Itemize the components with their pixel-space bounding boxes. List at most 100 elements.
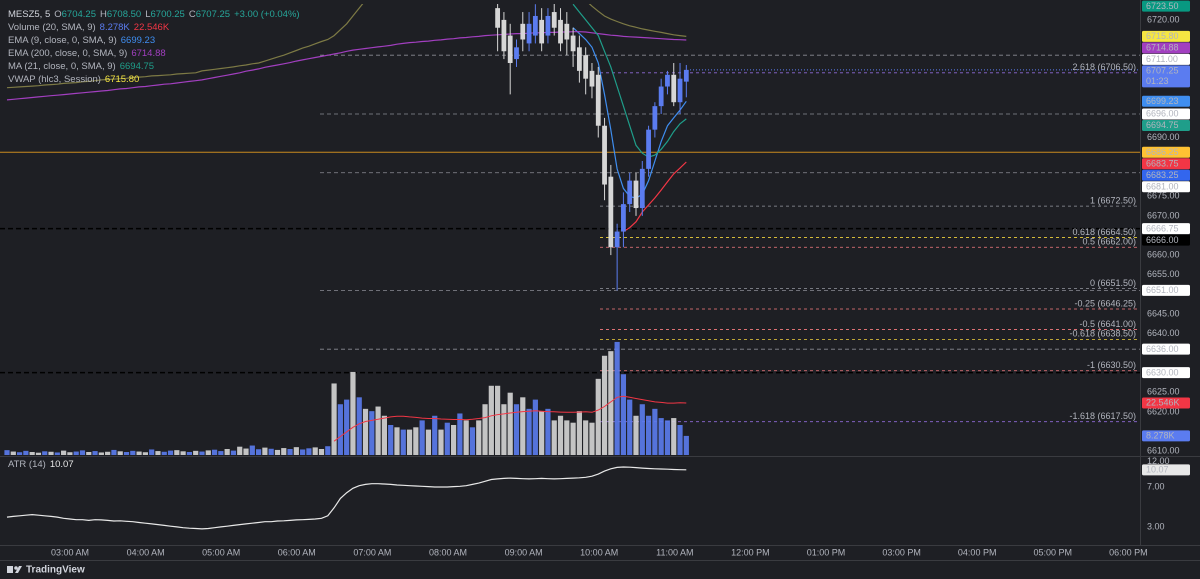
legend-row: EMA (200, close, 0, SMA, 9) 6714.88 (8, 48, 166, 59)
volume-bar (677, 425, 683, 455)
price-axis-label: 6625.00 (1147, 387, 1180, 397)
volume-bar (86, 452, 92, 455)
candle-body (539, 19, 545, 44)
volume-bar (601, 355, 608, 455)
volume-bar (394, 427, 400, 455)
indicator-line (572, 4, 687, 158)
price-tag (1142, 169, 1190, 181)
volume-bar (237, 446, 243, 455)
price-tag-label: 6696.00 (1146, 109, 1179, 119)
volume-bar (79, 450, 86, 455)
volume-bar (167, 450, 174, 455)
candle-body (520, 23, 526, 40)
volume-bar (463, 420, 469, 455)
fib-label: -0.25 (6646.25) (1074, 298, 1136, 308)
price-tag-label: 6681.00 (1146, 181, 1179, 191)
volume-bar (450, 425, 457, 455)
price-tag-label: 10.07 (1146, 465, 1169, 475)
volume-bar (199, 451, 205, 455)
legend-text: 6715.80 (105, 74, 139, 85)
volume-bar (369, 411, 375, 455)
candle-body (602, 125, 607, 185)
volume-bar (507, 392, 513, 455)
price-tag (1142, 0, 1190, 12)
legend-text: 6694.75 (120, 61, 154, 72)
volume-bar (293, 447, 299, 455)
volume-bar (48, 451, 54, 455)
price-tag (1142, 223, 1190, 235)
time-axis-label: 08:00 AM (429, 547, 467, 557)
time-axis-label: 06:00 PM (1109, 547, 1148, 557)
volume-bar (526, 408, 532, 455)
price-tag-label: 6699.23 (1146, 96, 1179, 106)
price-tag (1142, 65, 1190, 88)
volume-bar (652, 408, 658, 455)
volume-bar (444, 422, 450, 455)
volume-bar (658, 418, 664, 455)
candle-body (558, 19, 563, 44)
time-axis-label: 01:00 PM (807, 547, 846, 557)
candle-body (583, 55, 589, 79)
time-axis-label: 03:00 AM (51, 547, 89, 557)
time-axis-label: 12:00 PM (731, 547, 770, 557)
price-tag-label: 6683.75 (1146, 158, 1179, 168)
volume-bar (488, 385, 494, 455)
volume-bar (413, 427, 419, 455)
candle-body (665, 74, 670, 87)
volume-bar (576, 411, 582, 455)
legend-text: 6699.23 (121, 35, 155, 46)
volume-bar (595, 378, 601, 455)
volume-bar (243, 448, 249, 455)
volume-bar (268, 448, 274, 455)
volume-bar (344, 399, 350, 455)
volume-bar (482, 404, 488, 455)
price-axis-label: 6675.00 (1147, 191, 1180, 201)
volume-bar (174, 450, 180, 455)
fib-label: 0.5 (6662.00) (1082, 237, 1136, 247)
legend-row: MA (21, close, 0, SMA, 9) 6694.75 (8, 61, 154, 72)
candle-body (564, 23, 570, 40)
volume-bar (608, 351, 614, 455)
atr-axis-label: 3.00 (1147, 521, 1165, 531)
volume-bar (583, 420, 589, 455)
price-axis-label: 6655.00 (1147, 269, 1180, 279)
candle-body (683, 69, 689, 82)
volume-bar (218, 451, 224, 455)
volume-bar (130, 450, 136, 455)
time-axis-label: 07:00 AM (353, 547, 391, 557)
legend-row: Volume (20, SMA, 9) 8.278K 22.546K (8, 22, 170, 33)
volume-bar (614, 341, 620, 455)
legend-text: 6700.25 (151, 9, 185, 20)
price-tag (1142, 234, 1190, 246)
indicator-line (6, 4, 687, 89)
legend-text: +3.00 (+0.04%) (234, 9, 300, 20)
price-tag (1142, 181, 1190, 193)
candle-body (614, 231, 620, 248)
price-axis-label: 6645.00 (1147, 308, 1180, 318)
volume-bar (98, 452, 104, 455)
candle-body (671, 74, 677, 103)
countdown: 01:23 (1146, 76, 1169, 86)
volume-bar (513, 404, 520, 455)
legend-text: MESZ5, 5 (8, 9, 50, 20)
price-tag-label: 6630.00 (1146, 367, 1179, 377)
price-axis-label: 6620.00 (1147, 406, 1180, 416)
legend-row: ATR (14) 10.07 (8, 459, 74, 470)
time-axis-label: 04:00 AM (127, 547, 165, 557)
candle-body (608, 176, 614, 248)
legend-row: MESZ5, 5 O6704.25 H6708.50 L6700.25 C6707.25… (8, 9, 300, 20)
volume-bar (627, 399, 633, 455)
legend-text: MA (21, close, 0, SMA, 9) (8, 61, 116, 72)
volume-bar (671, 418, 677, 455)
price-tag (1142, 397, 1190, 409)
volume-bar (318, 449, 325, 455)
legend-text: 6714.88 (131, 48, 165, 59)
legend-text: 6707.25 (196, 9, 230, 20)
price-tag-label: 6715.80 (1146, 31, 1179, 41)
volume-bar (312, 447, 318, 455)
candle-body (576, 47, 582, 71)
candle-body (639, 168, 645, 209)
price-tag (1142, 146, 1190, 158)
volume-bar (457, 413, 463, 455)
